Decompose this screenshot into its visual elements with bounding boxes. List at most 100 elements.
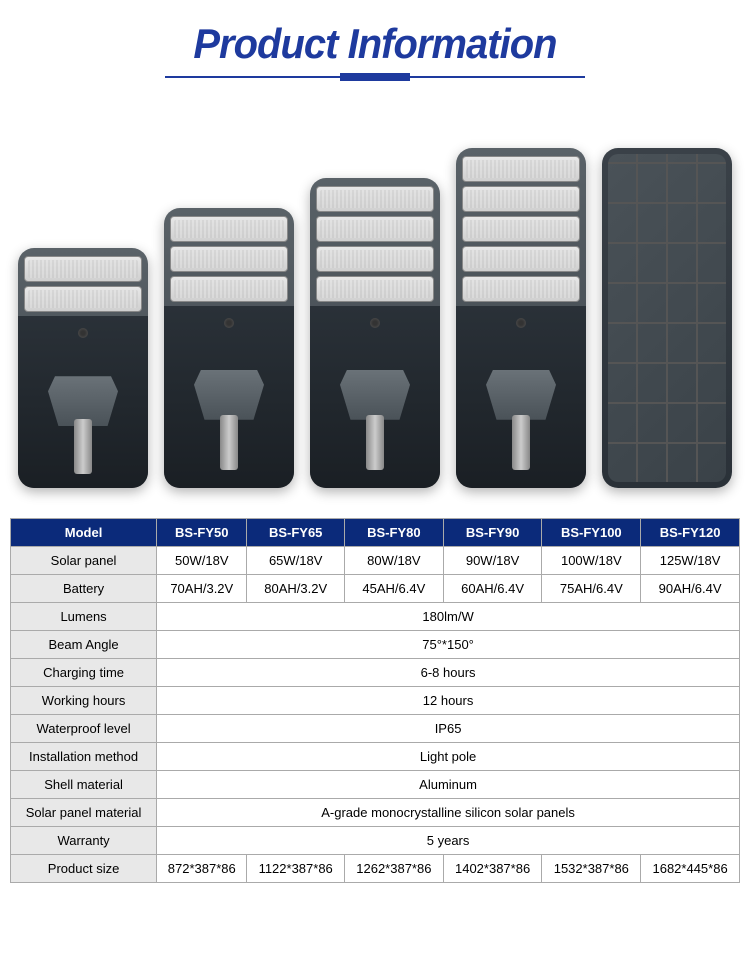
led-row bbox=[170, 216, 288, 242]
merged-cell: 5 years bbox=[157, 827, 740, 855]
table-header-cell: BS-FY50 bbox=[157, 519, 247, 547]
row-label: Charging time bbox=[11, 659, 157, 687]
led-panel-section bbox=[456, 148, 586, 306]
pole-connector bbox=[74, 419, 92, 474]
data-cell: 45AH/6.4V bbox=[344, 575, 443, 603]
spec-table: ModelBS-FY50BS-FY65BS-FY80BS-FY90BS-FY10… bbox=[10, 518, 740, 883]
light-body bbox=[310, 306, 440, 488]
header: Product Information bbox=[0, 0, 750, 88]
table-row: Battery70AH/3.2V80AH/3.2V45AH/6.4V60AH/6… bbox=[11, 575, 740, 603]
row-label: Solar panel bbox=[11, 547, 157, 575]
data-cell: 80AH/3.2V bbox=[247, 575, 345, 603]
merged-cell: Light pole bbox=[157, 743, 740, 771]
row-label: Beam Angle bbox=[11, 631, 157, 659]
data-cell: 1402*387*86 bbox=[443, 855, 542, 883]
mount-bracket bbox=[340, 370, 410, 420]
sensor-icon bbox=[370, 318, 380, 328]
table-row: Beam Angle75°*150° bbox=[11, 631, 740, 659]
data-cell: 125W/18V bbox=[641, 547, 740, 575]
mount-bracket bbox=[194, 370, 264, 420]
page-title: Product Information bbox=[19, 20, 732, 68]
pole-connector bbox=[512, 415, 530, 470]
table-row: Shell materialAluminum bbox=[11, 771, 740, 799]
data-cell: 60AH/6.4V bbox=[443, 575, 542, 603]
data-cell: 1532*387*86 bbox=[542, 855, 641, 883]
product-light bbox=[164, 208, 294, 488]
led-row bbox=[24, 256, 142, 282]
table-header-cell: BS-FY80 bbox=[344, 519, 443, 547]
table-header-cell: BS-FY100 bbox=[542, 519, 641, 547]
data-cell: 1262*387*86 bbox=[344, 855, 443, 883]
table-row: Solar panel50W/18V65W/18V80W/18V90W/18V1… bbox=[11, 547, 740, 575]
led-panel-section bbox=[18, 248, 148, 316]
led-row bbox=[24, 286, 142, 312]
row-label: Waterproof level bbox=[11, 715, 157, 743]
table-body: Solar panel50W/18V65W/18V80W/18V90W/18V1… bbox=[11, 547, 740, 883]
product-light bbox=[18, 248, 148, 488]
merged-cell: 180lm/W bbox=[157, 603, 740, 631]
data-cell: 80W/18V bbox=[344, 547, 443, 575]
row-label: Installation method bbox=[11, 743, 157, 771]
merged-cell: 6-8 hours bbox=[157, 659, 740, 687]
led-row bbox=[462, 216, 580, 242]
table-row: Warranty5 years bbox=[11, 827, 740, 855]
data-cell: 1122*387*86 bbox=[247, 855, 345, 883]
led-panel-section bbox=[164, 208, 294, 306]
title-divider bbox=[165, 76, 585, 78]
led-row bbox=[462, 276, 580, 302]
table-row: Solar panel materialA-grade monocrystall… bbox=[11, 799, 740, 827]
table-header-cell: BS-FY120 bbox=[641, 519, 740, 547]
merged-cell: IP65 bbox=[157, 715, 740, 743]
table-row: Working hours12 hours bbox=[11, 687, 740, 715]
row-label: Solar panel material bbox=[11, 799, 157, 827]
solar-grid-icon bbox=[608, 154, 726, 482]
table-row: Charging time6-8 hours bbox=[11, 659, 740, 687]
led-row bbox=[462, 246, 580, 272]
merged-cell: Aluminum bbox=[157, 771, 740, 799]
pole-connector bbox=[366, 415, 384, 470]
sensor-icon bbox=[78, 328, 88, 338]
data-cell: 50W/18V bbox=[157, 547, 247, 575]
led-row bbox=[170, 276, 288, 302]
table-row: Lumens180lm/W bbox=[11, 603, 740, 631]
merged-cell: A-grade monocrystalline silicon solar pa… bbox=[157, 799, 740, 827]
merged-cell: 12 hours bbox=[157, 687, 740, 715]
pole-connector bbox=[220, 415, 238, 470]
led-row bbox=[316, 216, 434, 242]
table-header-cell: Model bbox=[11, 519, 157, 547]
led-row bbox=[170, 246, 288, 272]
table-row: Product size872*387*861122*387*861262*38… bbox=[11, 855, 740, 883]
row-label: Battery bbox=[11, 575, 157, 603]
data-cell: 872*387*86 bbox=[157, 855, 247, 883]
sensor-icon bbox=[516, 318, 526, 328]
data-cell: 90AH/6.4V bbox=[641, 575, 740, 603]
led-row bbox=[462, 156, 580, 182]
led-row bbox=[316, 186, 434, 212]
data-cell: 90W/18V bbox=[443, 547, 542, 575]
data-cell: 100W/18V bbox=[542, 547, 641, 575]
table-row: Installation methodLight pole bbox=[11, 743, 740, 771]
row-label: Warranty bbox=[11, 827, 157, 855]
row-label: Shell material bbox=[11, 771, 157, 799]
data-cell: 75AH/6.4V bbox=[542, 575, 641, 603]
product-light bbox=[310, 178, 440, 488]
led-row bbox=[316, 276, 434, 302]
table-header-row: ModelBS-FY50BS-FY65BS-FY80BS-FY90BS-FY10… bbox=[11, 519, 740, 547]
table-header-cell: BS-FY65 bbox=[247, 519, 345, 547]
mount-bracket bbox=[486, 370, 556, 420]
light-body bbox=[456, 306, 586, 488]
data-cell: 65W/18V bbox=[247, 547, 345, 575]
led-panel-section bbox=[310, 178, 440, 306]
row-label: Working hours bbox=[11, 687, 157, 715]
led-row bbox=[316, 246, 434, 272]
product-light bbox=[456, 148, 586, 488]
data-cell: 70AH/3.2V bbox=[157, 575, 247, 603]
light-body bbox=[164, 306, 294, 488]
data-cell: 1682*445*86 bbox=[641, 855, 740, 883]
product-lineup bbox=[0, 88, 750, 518]
merged-cell: 75°*150° bbox=[157, 631, 740, 659]
product-solar-panel bbox=[602, 148, 732, 488]
sensor-icon bbox=[224, 318, 234, 328]
row-label: Product size bbox=[11, 855, 157, 883]
row-label: Lumens bbox=[11, 603, 157, 631]
